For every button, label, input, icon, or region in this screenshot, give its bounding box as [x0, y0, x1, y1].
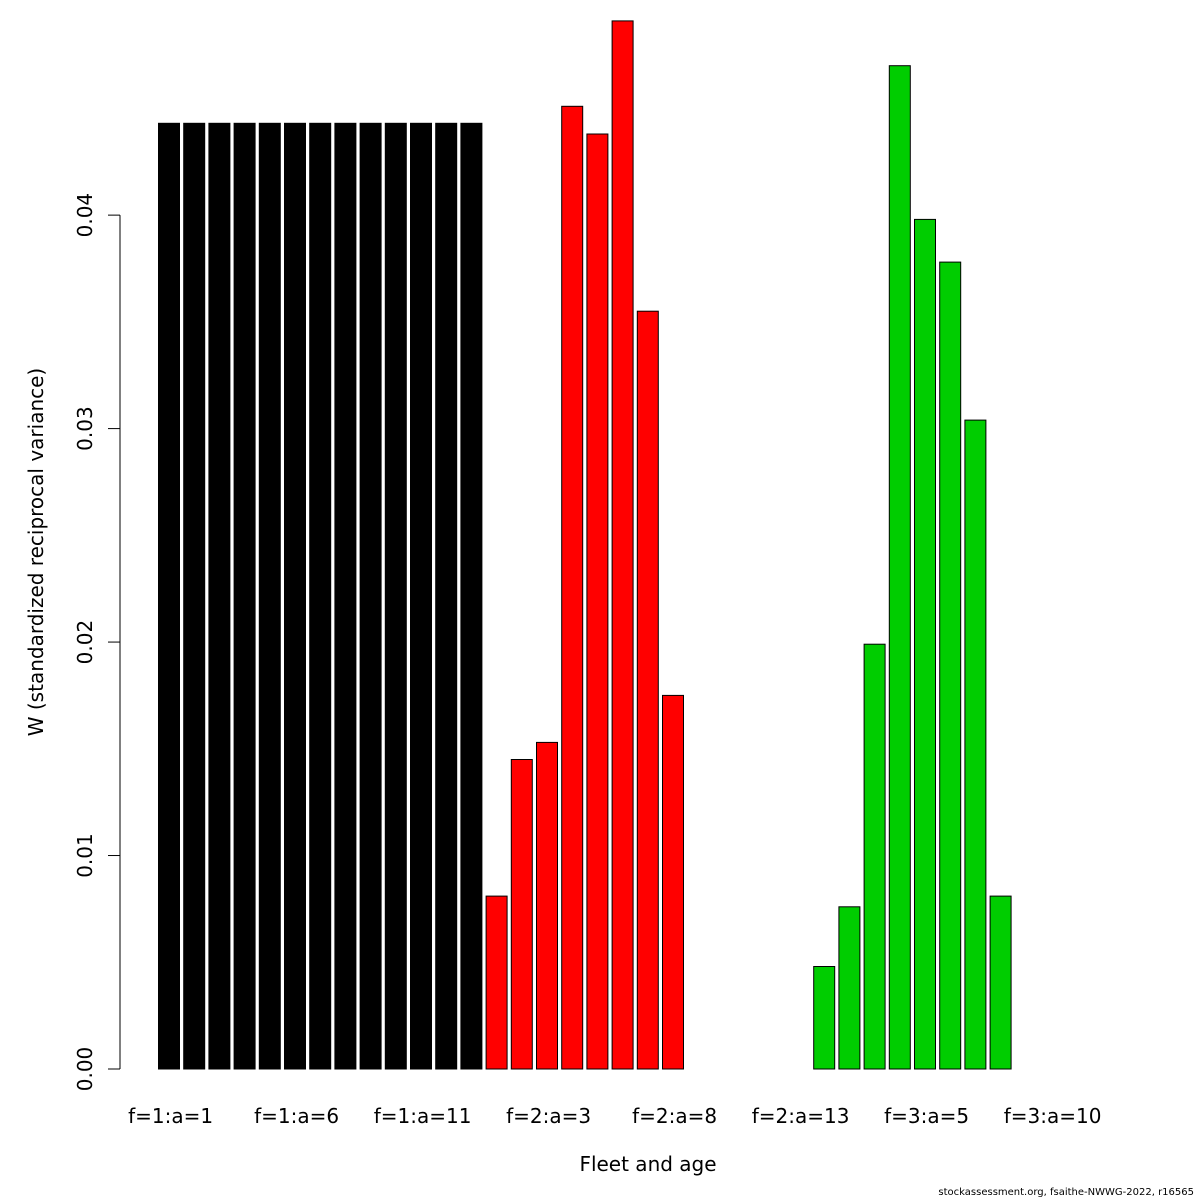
bar-f-1-a-11	[410, 122, 432, 1070]
bar-f-3-a-8	[989, 895, 1012, 1070]
x-axis-label: Fleet and age	[579, 1152, 716, 1176]
y-tick-label: 0.01	[73, 833, 97, 878]
x-tick-label: f=1:a=1	[128, 1104, 213, 1128]
footer-credit: stockassessment.org, fsaithe-NWWG-2022, …	[938, 1187, 1194, 1198]
bar-f-3-a-1	[813, 966, 836, 1070]
bar-f-2-a-7	[636, 310, 659, 1070]
x-axis-tick-labels: f=1:a=1 f=1:a=6 f=1:a=11 f=2:a=3 f=2:a=8 f=2:…	[128, 1104, 1101, 1128]
bar-f-3-a-6	[939, 261, 962, 1070]
bar-f-2-a-6	[611, 20, 634, 1070]
bar-f-1-a-8	[334, 122, 357, 1070]
y-tick-label: 0.00	[73, 1047, 97, 1092]
y-tick-label: 0.04	[73, 193, 97, 238]
bar-f-1-a-1	[158, 122, 180, 1070]
x-tick-label: f=3:a=5	[884, 1104, 969, 1128]
bar-f-2-a-4	[561, 105, 584, 1070]
x-tick-label: f=1:a=11	[374, 1104, 472, 1128]
bar-f-3-a-4	[888, 65, 911, 1070]
bar-f-1-a-9	[359, 122, 382, 1070]
bar-f-1-a-4	[233, 122, 256, 1070]
bar-f-1-a-2	[183, 122, 206, 1070]
x-tick-label: f=1:a=6	[254, 1104, 339, 1128]
y-axis-label: W (standardized reciprocal variance)	[24, 368, 48, 737]
x-tick-label: f=2:a=13	[752, 1104, 850, 1128]
bar-f-1-a-5	[258, 122, 281, 1070]
bar-f-1-a-13	[460, 122, 483, 1070]
y-axis: 0.00 0.01 0.02 0.03 0.04	[73, 193, 121, 1092]
bar-f-3-a-5	[914, 218, 936, 1070]
x-tick-label: f=2:a=3	[506, 1104, 591, 1128]
bar-f-2-a-1	[485, 895, 508, 1070]
x-tick-label: f=3:a=10	[1004, 1104, 1102, 1128]
bars-group	[158, 20, 1012, 1070]
bar-f-1-a-6	[284, 122, 306, 1070]
bar-f-3-a-3	[863, 643, 886, 1070]
bar-f-3-a-7	[964, 419, 987, 1070]
bar-f-2-a-5	[586, 133, 609, 1070]
bar-f-3-a-2	[838, 906, 861, 1070]
bar-f-1-a-7	[309, 122, 332, 1070]
bar-f-1-a-10	[384, 122, 407, 1070]
bar-f-1-a-3	[208, 122, 231, 1070]
bar-f-1-a-12	[435, 122, 458, 1070]
y-tick-label: 0.02	[73, 620, 97, 665]
x-tick-label: f=2:a=8	[632, 1104, 717, 1128]
y-tick-label: 0.03	[73, 406, 97, 451]
bar-f-2-a-2	[510, 759, 533, 1070]
bar-f-2-a-3	[536, 741, 558, 1070]
bar-f-2-a-8	[662, 694, 684, 1070]
